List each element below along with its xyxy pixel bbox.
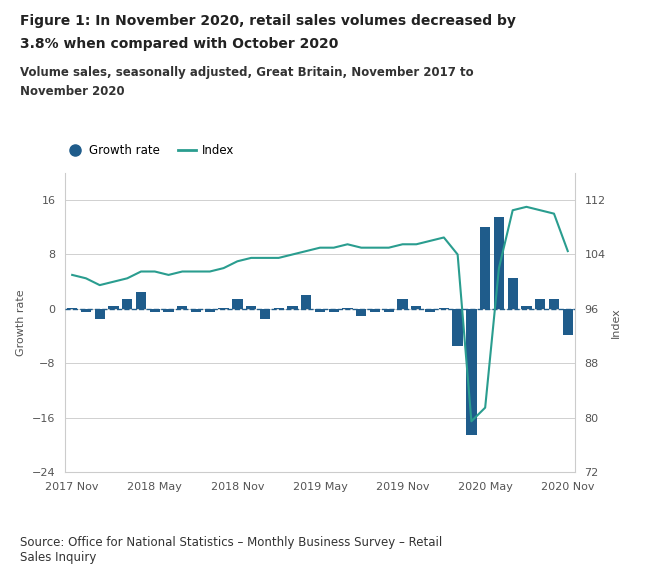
Bar xyxy=(507,278,518,309)
Bar xyxy=(122,299,133,309)
Bar xyxy=(398,299,407,309)
Bar xyxy=(439,308,449,309)
Bar xyxy=(535,299,545,309)
Bar xyxy=(177,305,187,309)
Bar xyxy=(342,308,353,309)
Bar xyxy=(163,309,174,312)
Bar xyxy=(204,309,215,312)
Bar xyxy=(315,309,325,312)
Text: Figure 1: In November 2020, retail sales volumes decreased by: Figure 1: In November 2020, retail sales… xyxy=(20,14,515,28)
Text: Volume sales, seasonally adjusted, Great Britain, November 2017 to: Volume sales, seasonally adjusted, Great… xyxy=(20,66,473,79)
Bar xyxy=(453,309,463,346)
Bar xyxy=(521,305,532,309)
Bar xyxy=(191,309,201,312)
Bar xyxy=(425,309,436,312)
Bar xyxy=(136,292,146,309)
Bar xyxy=(95,309,105,319)
Bar xyxy=(81,309,91,312)
Bar xyxy=(260,309,270,319)
Legend: Growth rate, Index: Growth rate, Index xyxy=(61,140,238,162)
Bar xyxy=(480,228,490,309)
Bar xyxy=(108,305,119,309)
Bar xyxy=(150,309,160,312)
Bar xyxy=(466,309,477,435)
Text: Source: Office for National Statistics – Monthly Business Survey – Retail
Sales : Source: Office for National Statistics –… xyxy=(20,536,442,564)
Bar xyxy=(232,299,242,309)
Bar xyxy=(246,305,256,309)
Bar xyxy=(328,309,339,312)
Bar xyxy=(563,309,573,335)
Bar xyxy=(356,309,366,316)
Bar xyxy=(274,308,284,309)
Bar xyxy=(494,217,504,309)
Bar xyxy=(67,308,77,309)
Text: November 2020: November 2020 xyxy=(20,85,124,98)
Bar xyxy=(301,295,311,309)
Bar xyxy=(287,305,298,309)
Text: 3.8% when compared with October 2020: 3.8% when compared with October 2020 xyxy=(20,37,338,51)
Bar xyxy=(370,309,380,312)
Y-axis label: Growth rate: Growth rate xyxy=(16,289,26,356)
Bar xyxy=(411,305,421,309)
Y-axis label: Index: Index xyxy=(611,307,621,338)
Bar xyxy=(549,299,559,309)
Bar xyxy=(219,308,229,309)
Bar xyxy=(384,309,394,312)
